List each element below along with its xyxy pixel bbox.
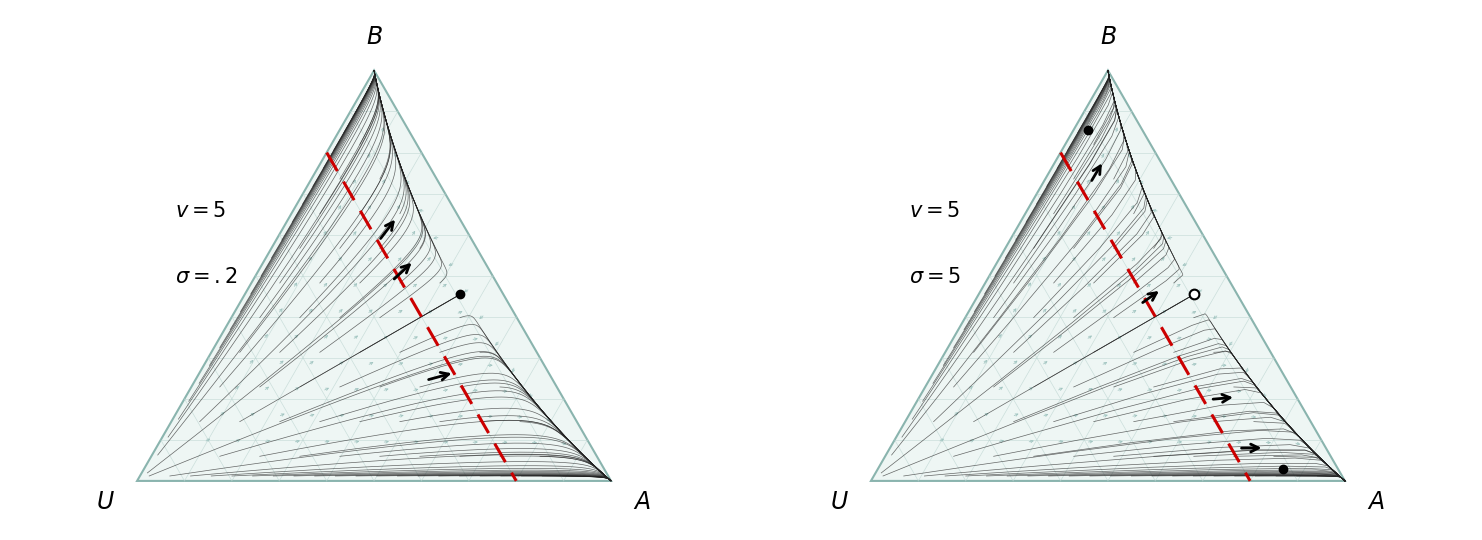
Text: $B$: $B$ (1100, 25, 1116, 49)
Text: $\sigma = .2$: $\sigma = .2$ (175, 267, 237, 287)
Text: $U$: $U$ (830, 490, 849, 515)
Text: $A$: $A$ (633, 490, 651, 515)
Text: $v = 5$: $v = 5$ (175, 201, 227, 221)
Text: $U$: $U$ (96, 490, 116, 515)
Text: $B$: $B$ (366, 25, 382, 49)
Text: $A$: $A$ (1366, 490, 1384, 515)
Polygon shape (136, 70, 611, 481)
Text: $v = 5$: $v = 5$ (908, 201, 960, 221)
Text: $\sigma = 5$: $\sigma = 5$ (908, 267, 962, 287)
Polygon shape (871, 70, 1346, 481)
